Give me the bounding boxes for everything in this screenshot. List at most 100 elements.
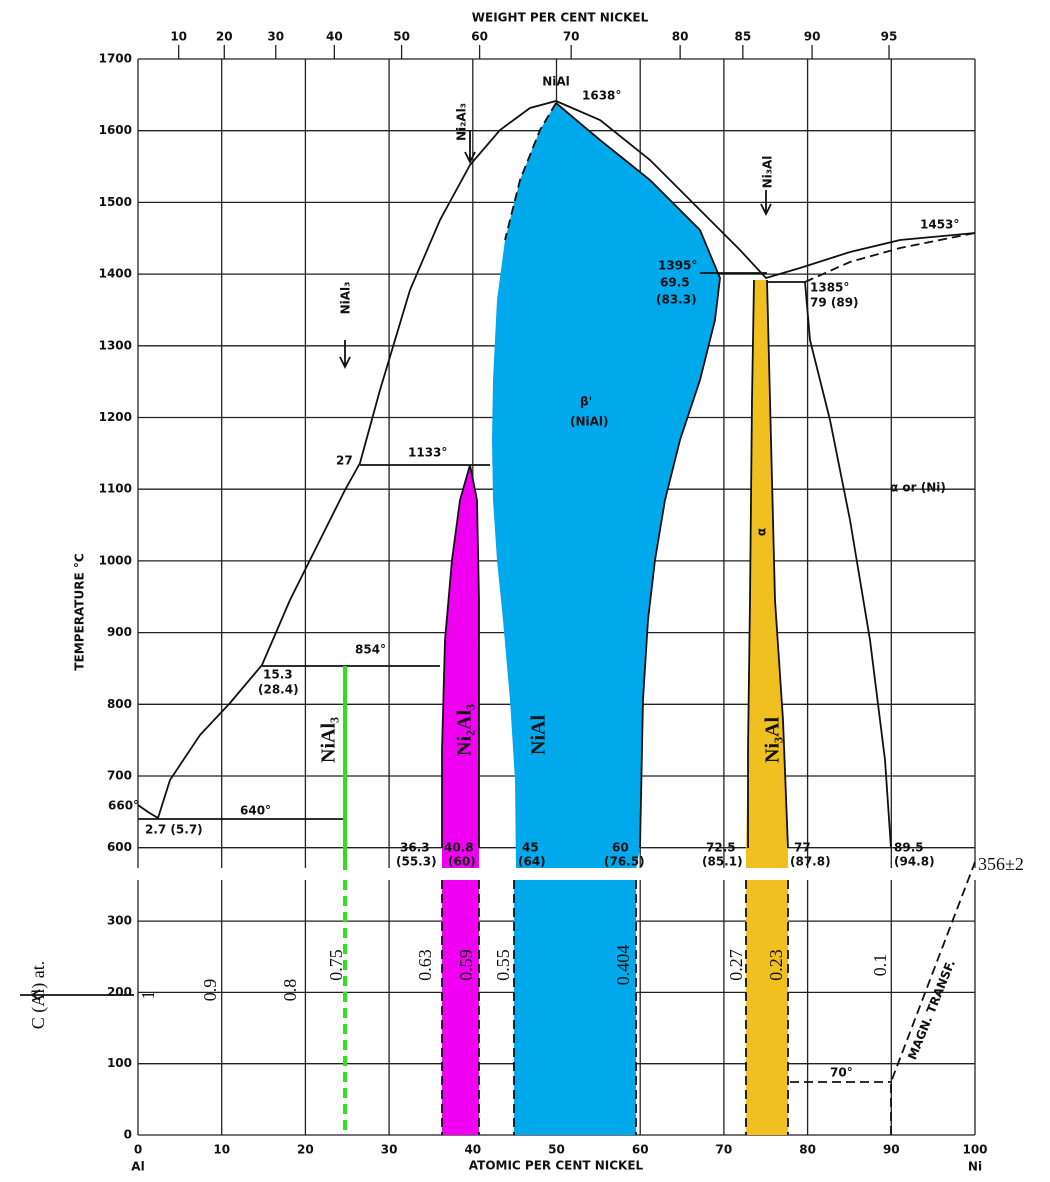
x-tick-label: 80 [799, 1143, 816, 1157]
top-tick-label: 50 [393, 30, 410, 44]
x-tick-label: 60 [632, 1143, 649, 1157]
label: 1133° [408, 446, 447, 460]
label: 15.3 [263, 668, 293, 682]
ni3al-region [746, 280, 788, 1135]
beta-left-border [504, 102, 557, 241]
top-tick-label: 85 [734, 30, 751, 44]
y-tick-label: 1000 [99, 553, 132, 567]
label: 60 [612, 841, 629, 855]
label: (60) [448, 855, 476, 869]
label: 0.8 [280, 979, 300, 1002]
lower-borders [441, 861, 976, 1135]
label: α or (Ni) [890, 481, 946, 495]
liquidus [137, 100, 976, 820]
x-tick-label: 50 [548, 1143, 565, 1157]
label: 854° [355, 643, 386, 657]
x-tick-label: 70 [716, 1143, 733, 1157]
region-label: Ni₃Al [762, 717, 784, 763]
y2-tick-label: 200 [107, 985, 132, 999]
label: 0.1 [870, 954, 890, 977]
label: Ni₃Al [761, 156, 775, 189]
label: 0.9 [200, 979, 220, 1002]
label: 79 (89) [810, 296, 859, 310]
label: (87.8) [790, 855, 831, 869]
label: (94.8) [894, 855, 935, 869]
label: 1385° [810, 281, 849, 295]
label: 89.5 [894, 841, 924, 855]
label: 1638° [582, 89, 621, 103]
label: 0.63 [415, 949, 435, 981]
lower-axis-title: C (Al) at. [28, 961, 49, 1029]
label: 70° [830, 1066, 853, 1080]
label: 0.27 [726, 949, 746, 981]
y2-tick-label: 0 [124, 1128, 132, 1142]
region-label: NiAl [528, 715, 550, 755]
label: (55.3) [396, 855, 437, 869]
x-tick-label: 100 [962, 1143, 987, 1157]
top-tick-label: 10 [170, 30, 187, 44]
phase-borders [441, 102, 789, 849]
label: NiAl [542, 75, 570, 89]
y-tick-label: 1600 [99, 123, 132, 137]
x-tick-label: 40 [464, 1143, 481, 1157]
region-label: Ni₂Al₃ [454, 704, 476, 756]
x-tick-label: 20 [297, 1143, 314, 1157]
x-tick-label: 0 [134, 1143, 142, 1157]
label: β' [580, 395, 592, 409]
ni2al3-region [442, 465, 479, 1135]
temperature-axis-title: TEMPERATURE °C [73, 553, 87, 670]
y-tick-label: 1700 [99, 52, 132, 66]
label: 36.3 [400, 841, 430, 855]
arrows [20, 130, 772, 1001]
top-tick-label: 20 [216, 30, 233, 44]
y-tick-label: 900 [107, 625, 132, 639]
label: Ni₂Al₃ [455, 103, 469, 141]
y-tick-label: 800 [107, 697, 132, 711]
label: 356±2 [978, 854, 1024, 874]
label: NiAl₃ [339, 282, 353, 315]
label: 1 [138, 991, 158, 1000]
panel-gap [60, 868, 990, 880]
y-tick-label: 1200 [99, 410, 132, 424]
label: (76.5) [604, 855, 645, 869]
y-tick-label: 1500 [99, 195, 132, 209]
top-tick-label: 30 [267, 30, 284, 44]
label: 69.5 [660, 276, 690, 290]
bottom-left-end: Al [131, 1160, 144, 1174]
label: 660° [108, 799, 139, 813]
label: 0.404 [613, 945, 633, 986]
label: 77 [794, 841, 811, 855]
label: 27 [336, 454, 353, 468]
bottom-right-end: Ni [968, 1160, 982, 1174]
top-tick-label: 70 [563, 30, 580, 44]
top-tick-label: 90 [804, 30, 821, 44]
ni-solvus [804, 281, 892, 849]
region-label: NiAl₃ [318, 717, 340, 763]
label: α [755, 528, 769, 536]
y-tick-label: 700 [107, 769, 132, 783]
top-tick-label: 95 [881, 30, 898, 44]
label: 2.7 (5.7) [145, 823, 203, 837]
y-tick-label: 1400 [99, 267, 132, 281]
top-tick-label: 40 [326, 30, 343, 44]
isotherms [138, 272, 805, 820]
x-tick-label: 90 [883, 1143, 900, 1157]
y2-tick-label: 100 [107, 1056, 132, 1070]
x-tick-label: 10 [213, 1143, 230, 1157]
top-tick-label: 80 [672, 30, 689, 44]
label: 40.8 [444, 841, 474, 855]
y-tick-label: 600 [107, 840, 132, 854]
top-tick-label: 60 [471, 30, 488, 44]
label: 0.59 [456, 949, 476, 981]
label: 72.5 [706, 841, 736, 855]
label: 1395° [658, 259, 697, 273]
label: 0.23 [766, 949, 786, 981]
y-tick-label: 1300 [99, 338, 132, 352]
label: 45 [522, 841, 539, 855]
y2-tick-label: 300 [107, 914, 132, 928]
label: 0.75 [326, 949, 346, 981]
label: 1453° [920, 218, 959, 232]
label: (85.1) [702, 855, 743, 869]
label: (28.4) [258, 683, 299, 697]
